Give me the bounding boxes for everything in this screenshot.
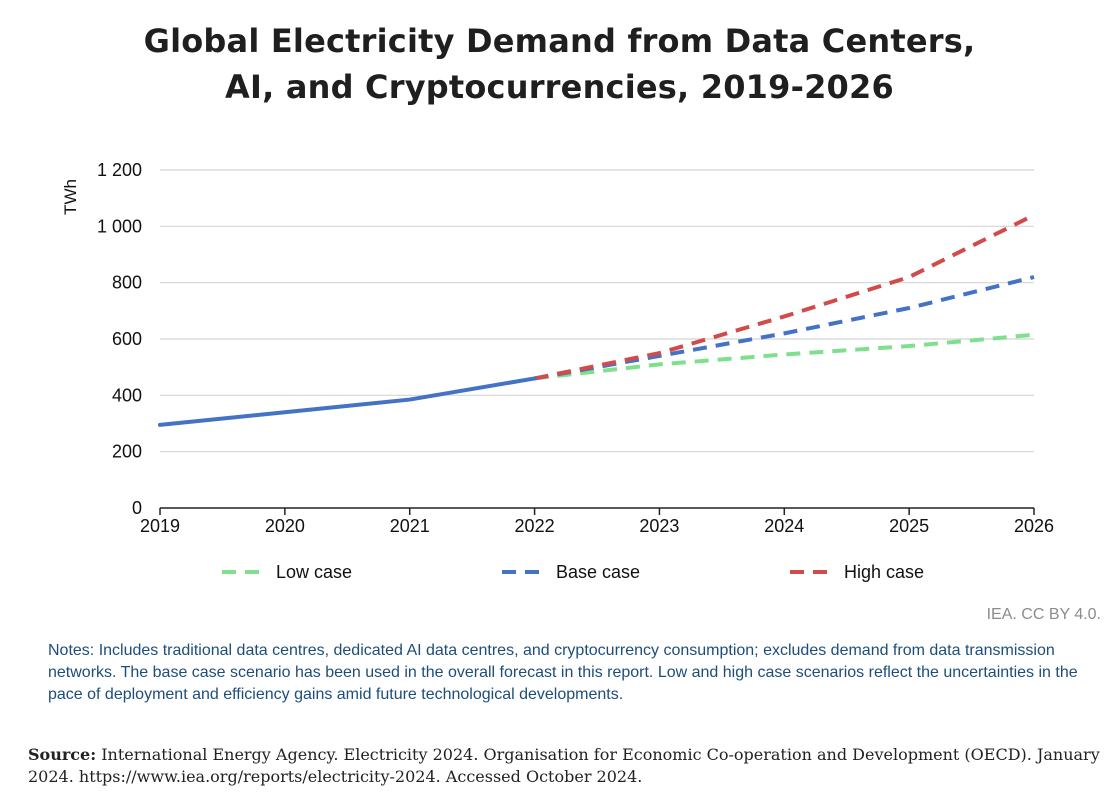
y-tick-label: 1 000	[97, 216, 142, 236]
x-tick-label: 2023	[639, 516, 679, 536]
x-tick-label: 2024	[764, 516, 804, 536]
x-tick-label: 2022	[515, 516, 555, 536]
x-tick-label: 2025	[889, 516, 929, 536]
y-tick-label: 600	[112, 329, 142, 349]
y-tick-label: 1 200	[97, 160, 142, 180]
x-tick-label: 2019	[140, 516, 180, 536]
y-tick-label: 400	[112, 385, 142, 405]
notes-text: Notes: Includes traditional data centres…	[48, 642, 1078, 703]
chart-title: Global Electricity Demand from Data Cent…	[0, 18, 1119, 110]
historical-line	[158, 376, 537, 427]
y-axis-label: TWh	[61, 179, 80, 215]
series-line-base-case	[534, 275, 1035, 381]
x-tick-label: 2026	[1014, 516, 1054, 536]
series-line-high-case	[534, 213, 1035, 381]
source-body: International Energy Agency. Electricity…	[28, 745, 1100, 786]
y-tick-label: 800	[112, 273, 142, 293]
legend-label-high-case: High case	[844, 562, 924, 582]
legend-label-low-case: Low case	[276, 562, 352, 582]
legend-label-base-case: Base case	[556, 562, 640, 582]
chart-title-line-1: Global Electricity Demand from Data Cent…	[143, 22, 976, 60]
chart-title-line-2: AI, and Cryptocurrencies, 2019-2026	[225, 68, 894, 106]
y-tick-label: 0	[132, 498, 142, 518]
y-tick-label: 200	[112, 442, 142, 462]
x-tick-label: 2021	[390, 516, 430, 536]
x-tick-label: 2020	[265, 516, 305, 536]
credit-text: IEA. CC BY 4.0.	[986, 606, 1101, 623]
line-chart: 0 200 400 600 800 1 000 1 200 2019 2020 2021 2022 2…	[61, 160, 1054, 582]
source-label: Source:	[28, 745, 97, 764]
series-line-low-case	[534, 332, 1035, 381]
source-text: Source: International Energy Agency. Ele…	[28, 744, 1108, 788]
